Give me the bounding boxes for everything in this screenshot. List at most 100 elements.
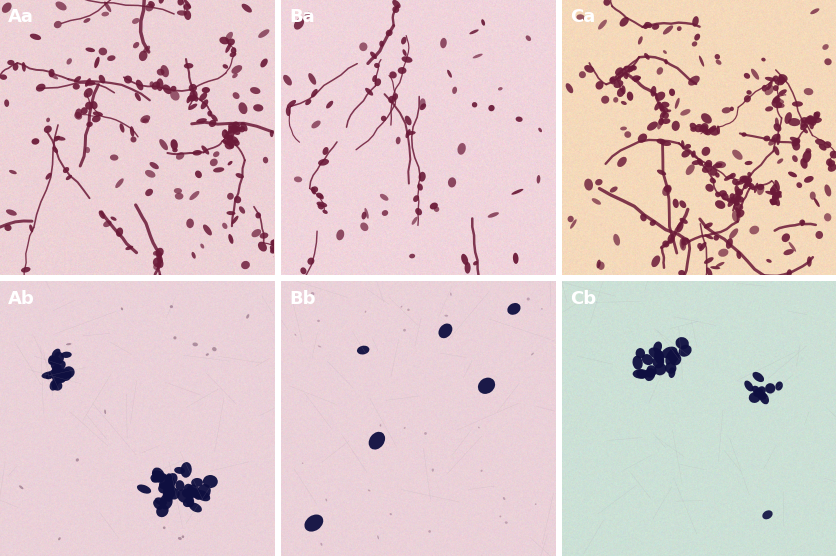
Ellipse shape [210,158,217,166]
Ellipse shape [283,75,292,86]
Ellipse shape [153,257,161,267]
Ellipse shape [184,10,191,20]
Ellipse shape [638,36,643,44]
Ellipse shape [232,351,237,358]
Ellipse shape [164,473,177,488]
Ellipse shape [228,234,233,244]
Ellipse shape [103,220,111,227]
Ellipse shape [659,106,669,112]
Ellipse shape [787,269,792,277]
Ellipse shape [661,328,667,335]
Ellipse shape [186,219,194,228]
Ellipse shape [406,131,415,135]
Ellipse shape [701,126,709,135]
Ellipse shape [294,18,304,29]
Ellipse shape [769,198,777,205]
Ellipse shape [747,172,752,177]
Ellipse shape [772,133,780,142]
Ellipse shape [431,469,434,471]
Ellipse shape [654,350,665,365]
Ellipse shape [666,110,671,112]
Ellipse shape [813,118,822,123]
Ellipse shape [53,146,58,153]
Ellipse shape [729,229,738,239]
Ellipse shape [715,161,726,168]
Ellipse shape [46,369,58,379]
Ellipse shape [232,140,240,146]
Ellipse shape [809,120,814,130]
Ellipse shape [613,97,619,103]
Ellipse shape [498,87,502,91]
Ellipse shape [730,391,737,398]
Ellipse shape [803,88,813,95]
Ellipse shape [649,348,664,359]
Ellipse shape [155,498,167,505]
Ellipse shape [359,42,368,51]
Ellipse shape [253,104,263,112]
Ellipse shape [66,343,71,345]
Ellipse shape [236,173,244,178]
Ellipse shape [246,314,249,319]
Ellipse shape [413,195,419,202]
Ellipse shape [203,225,212,236]
Ellipse shape [647,122,658,131]
Ellipse shape [752,372,764,382]
Ellipse shape [187,484,200,496]
Ellipse shape [169,282,176,289]
Ellipse shape [478,426,480,429]
Ellipse shape [451,299,456,309]
Ellipse shape [163,527,166,529]
Ellipse shape [663,284,667,289]
Ellipse shape [176,152,185,160]
Ellipse shape [22,62,26,72]
Ellipse shape [186,495,194,507]
Ellipse shape [655,363,666,375]
Ellipse shape [175,193,183,200]
Ellipse shape [54,136,60,141]
Ellipse shape [767,81,772,90]
Ellipse shape [757,392,767,400]
Ellipse shape [86,122,93,127]
Ellipse shape [619,17,629,27]
Ellipse shape [311,121,321,128]
Ellipse shape [626,68,631,77]
Ellipse shape [158,484,167,494]
Ellipse shape [667,327,671,334]
Ellipse shape [132,18,140,24]
Ellipse shape [222,64,228,69]
Ellipse shape [669,368,675,378]
Ellipse shape [715,54,720,59]
Ellipse shape [238,102,247,114]
Ellipse shape [6,210,17,216]
Ellipse shape [681,237,689,246]
Ellipse shape [232,65,242,74]
Ellipse shape [650,220,656,226]
Ellipse shape [773,146,779,156]
Ellipse shape [702,165,712,173]
Ellipse shape [232,216,238,224]
Ellipse shape [662,286,670,294]
Ellipse shape [159,139,168,150]
Ellipse shape [462,291,469,297]
Ellipse shape [174,188,182,193]
Ellipse shape [584,178,593,191]
Ellipse shape [36,83,45,92]
Ellipse shape [380,424,381,426]
Ellipse shape [797,182,802,188]
Ellipse shape [4,100,9,107]
Ellipse shape [665,362,676,374]
Ellipse shape [469,29,479,34]
Ellipse shape [153,263,161,270]
Ellipse shape [400,306,402,307]
Ellipse shape [737,180,745,185]
Ellipse shape [805,148,811,153]
Ellipse shape [634,291,640,296]
Ellipse shape [793,142,800,151]
Ellipse shape [691,41,697,47]
Ellipse shape [541,308,543,310]
Ellipse shape [171,86,176,92]
Ellipse shape [137,484,151,494]
Ellipse shape [430,202,438,210]
Ellipse shape [166,473,175,489]
Ellipse shape [765,77,776,81]
